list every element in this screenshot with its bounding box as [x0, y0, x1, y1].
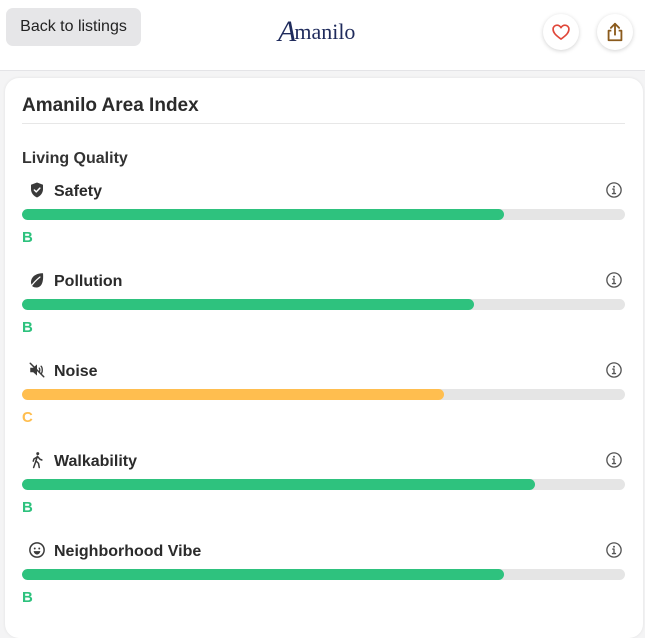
speaker-muted-icon [28, 361, 46, 379]
info-icon[interactable] [605, 361, 623, 379]
card-title: Amanilo Area Index [22, 95, 199, 116]
heart-icon [552, 24, 570, 40]
metric-noise: Noise C [22, 361, 625, 441]
metric-label: Neighborhood Vibe [54, 543, 202, 560]
metric-neighborhood-vibe: Neighborhood Vibe B [22, 541, 625, 621]
logo-initial: A [278, 15, 297, 48]
progress-track [22, 569, 625, 580]
metric-pollution: Pollution B [22, 271, 625, 351]
grade-badge: C [22, 409, 33, 426]
metric-safety: Safety B [22, 181, 625, 261]
back-to-listings-button[interactable]: Back to listings [6, 8, 141, 46]
walking-person-icon [28, 451, 46, 469]
brand-logo: A manilo [278, 14, 355, 50]
favorite-button[interactable] [543, 14, 579, 50]
metric-label: Walkability [54, 453, 137, 470]
divider [22, 123, 625, 124]
info-icon[interactable] [605, 271, 623, 289]
area-index-card: Amanilo Area Index Living Quality Safety… [5, 78, 643, 638]
progress-fill [22, 299, 475, 310]
share-icon [607, 22, 623, 42]
progress-fill [22, 569, 505, 580]
progress-fill [22, 389, 445, 400]
metric-label: Pollution [54, 273, 123, 290]
progress-track [22, 479, 625, 490]
progress-track [22, 389, 625, 400]
grade-badge: B [22, 229, 33, 246]
progress-fill [22, 209, 505, 220]
progress-fill [22, 479, 535, 490]
grade-badge: B [22, 319, 33, 336]
info-icon[interactable] [605, 181, 623, 199]
share-button[interactable] [597, 14, 633, 50]
grade-badge: B [22, 499, 33, 516]
logo-text: manilo [294, 19, 356, 44]
grade-badge: B [22, 589, 33, 606]
smiley-icon [28, 541, 46, 559]
metric-label: Noise [54, 363, 98, 380]
metric-walkability: Walkability B [22, 451, 625, 531]
top-bar: Back to listings A manilo [0, 0, 645, 71]
progress-track [22, 209, 625, 220]
section-title: Living Quality [22, 150, 128, 167]
info-icon[interactable] [605, 451, 623, 469]
metric-label: Safety [54, 183, 103, 200]
shield-icon [28, 181, 46, 199]
info-icon[interactable] [605, 541, 623, 559]
progress-track [22, 299, 625, 310]
leaf-icon [28, 271, 46, 289]
